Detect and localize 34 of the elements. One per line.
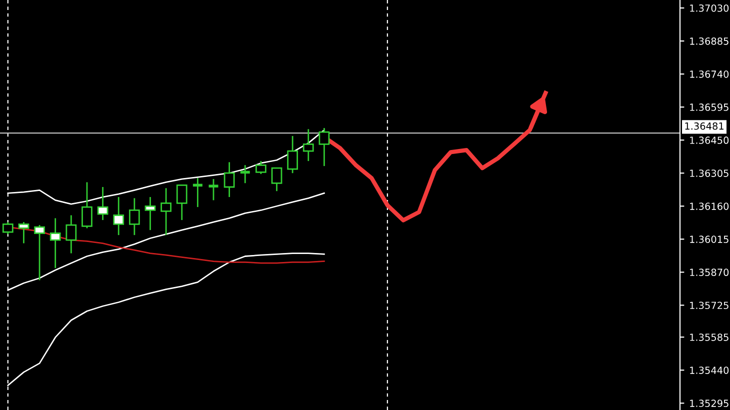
y-tick-label: 1.36160 xyxy=(690,202,729,210)
y-tick-label: 1.35585 xyxy=(690,334,728,341)
candlestick xyxy=(207,178,220,201)
y-tick-label: 1.36015 xyxy=(690,236,728,243)
y-tick-label: 1.36595 xyxy=(690,104,728,111)
y-tick-label: 1.35440 xyxy=(690,366,729,374)
candlestick xyxy=(82,182,92,229)
ref-line-label: 1.36481 xyxy=(685,122,724,130)
candlestick xyxy=(113,196,124,236)
y-tick-label: 1.36885 xyxy=(690,37,728,45)
candlestick xyxy=(66,214,77,254)
y-tick-label: 1.36450 xyxy=(690,136,729,144)
y-tick-label: 1.35870 xyxy=(690,268,729,276)
candlestick xyxy=(160,187,172,236)
y-tick-label: 1.35295 xyxy=(690,400,728,407)
candlestick xyxy=(302,128,314,162)
candlestick xyxy=(271,167,282,192)
candlestick xyxy=(318,127,330,167)
candlestick xyxy=(224,161,235,198)
y-tick-label: 1.36740 xyxy=(690,70,729,78)
candlestick xyxy=(238,164,252,184)
candlestick xyxy=(255,160,266,175)
candlestick xyxy=(50,218,61,269)
y-tick-label: 1.36305 xyxy=(690,170,728,177)
candlestick xyxy=(18,221,30,244)
candlestick xyxy=(144,196,156,231)
candlestick xyxy=(176,184,188,221)
candlestick xyxy=(2,221,14,235)
y-tick-label: 1.35725 xyxy=(690,302,728,310)
candlestick xyxy=(128,197,140,236)
candlestick xyxy=(287,135,298,174)
y-tick-label: 1.37030 xyxy=(690,4,729,12)
candlestick xyxy=(34,224,45,281)
candlestick xyxy=(192,177,204,208)
